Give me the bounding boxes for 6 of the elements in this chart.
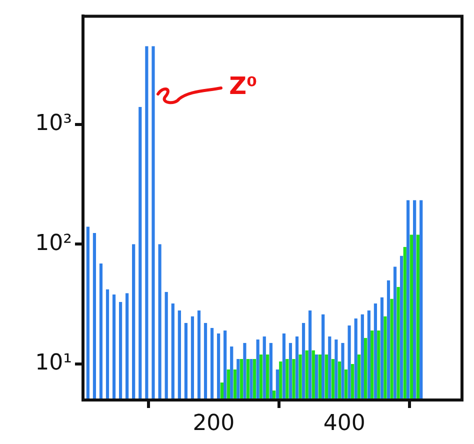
annotation: Z⁰ xyxy=(229,72,258,100)
y-tick-label: 10¹ xyxy=(35,350,72,376)
y-tick-label: 10² xyxy=(35,230,72,256)
y-tick-label: 10³ xyxy=(35,111,72,136)
x-tick-label: 200 xyxy=(192,410,235,436)
x-tick-label: 400 xyxy=(323,410,366,436)
